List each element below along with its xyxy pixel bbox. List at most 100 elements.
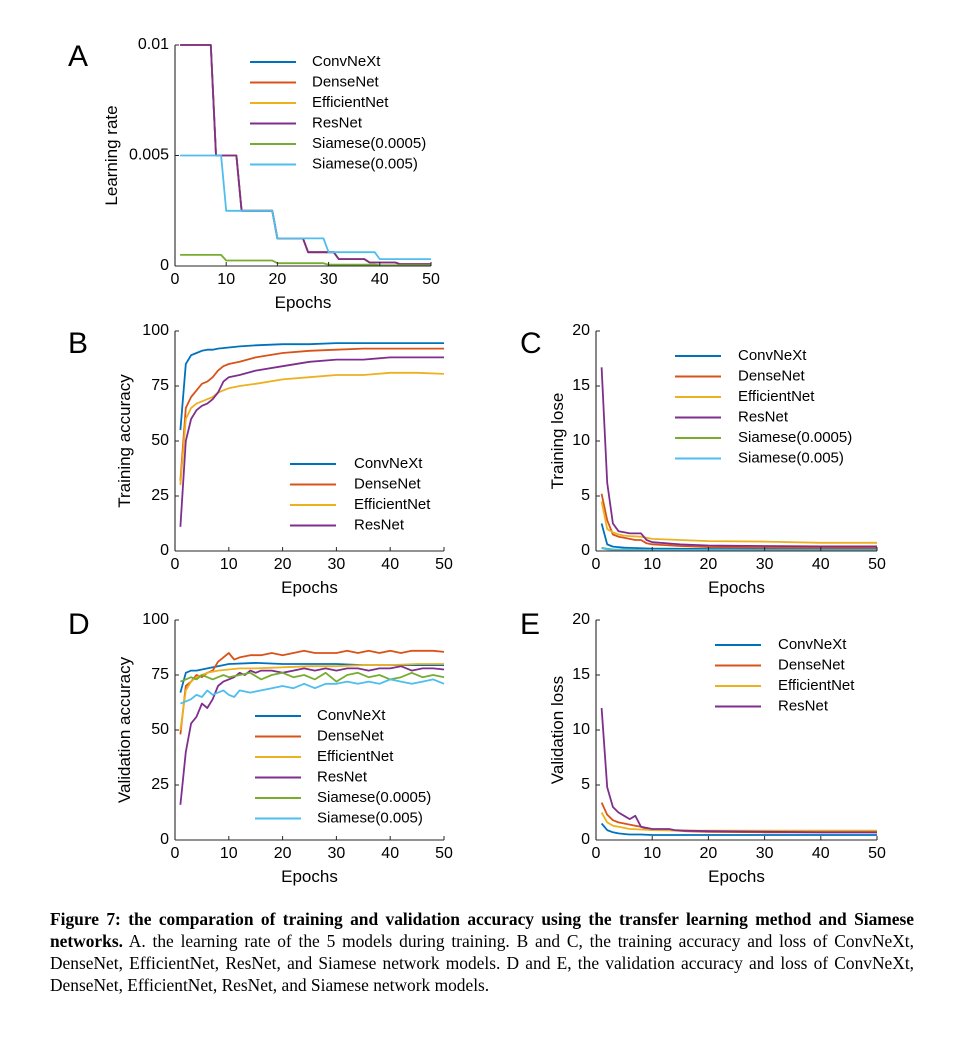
panel-b-x-tick-label: 30: [328, 556, 346, 573]
legend-label-efficientnet: EfficientNet: [312, 94, 389, 111]
panel-c-x-label: Epochs: [708, 578, 765, 597]
panel-e-y-label: Validation loss: [548, 676, 567, 784]
panel-c-x-tick-label: 50: [868, 556, 886, 573]
panel-b-y-tick-label: 25: [151, 487, 169, 504]
panel-e: E 0 10 20 30 40 50 0 5 10 15 20 Epochs Validation los…: [520, 608, 886, 886]
panel-e-x-label: Epochs: [708, 867, 765, 886]
legend-label-resnet: ResNet: [778, 697, 829, 714]
panel-b-x-tick-label: 20: [274, 556, 292, 573]
panel-a-x-tick-label: 50: [422, 271, 440, 288]
legend-label-resnet: ResNet: [354, 516, 405, 533]
legend-label-densenet: DenseNet: [354, 475, 422, 492]
panel-d: D 0 10 20 30 40 50 0 25 50 75 100 Epochs Validation a…: [68, 608, 453, 886]
panel-d-x-label: Epochs: [281, 867, 338, 886]
panel-d-y-tick-label: 75: [151, 666, 169, 683]
panel-e-x-tick-label: 40: [812, 845, 830, 862]
caption-body: A. the learning rate of the 5 models dur…: [50, 931, 914, 995]
panel-c-y-tick-label: 0: [581, 542, 590, 559]
panel-b-x-label: Epochs: [281, 578, 338, 597]
panel-d-x-tick-label: 30: [328, 845, 346, 862]
legend-label-densenet: DenseNet: [312, 73, 380, 90]
panel-d-y-tick-label: 50: [151, 721, 169, 738]
panel-b-series-densenet: [179, 347, 444, 481]
panel-d-x-tick-label: 10: [220, 845, 238, 862]
panel-e-y-tick-label: 0: [581, 831, 590, 848]
panel-d-series-siamese-0-005: [180, 678, 445, 705]
panel-b-letter: B: [68, 327, 88, 360]
panel-b-x-tick-label: 10: [220, 556, 238, 573]
panel-c-x-tick-label: 40: [812, 556, 830, 573]
panel-d-series-resnet: [179, 665, 445, 805]
panel-a-series-resnet: [180, 44, 431, 266]
panel-b-y-tick-label: 50: [151, 432, 169, 449]
legend-label-convnext: ConvNeXt: [778, 636, 847, 653]
panel-d-x-tick-label: 20: [274, 845, 292, 862]
panel-c-y-tick-label: 5: [581, 487, 590, 504]
legend-label-convnext: ConvNeXt: [354, 455, 423, 472]
panel-d-series-siamese-0-0005: [180, 671, 445, 683]
panel-a-y-tick-label: 0.005: [129, 147, 169, 164]
panel-a-y-tick-label: 0.01: [138, 36, 169, 53]
panel-c-x-tick-label: 10: [643, 556, 661, 573]
panel-b: B 0 10 20 30 40 50 0 25 50 75 100 Epochs Training acc…: [68, 322, 453, 597]
panel-e-y-tick-label: 15: [572, 666, 590, 683]
panel-b-series-efficientnet: [179, 371, 445, 486]
panel-c-y-tick-label: 20: [572, 322, 590, 339]
panel-e-x-tick-label: 50: [868, 845, 886, 862]
panel-d-y-tick-label: 0: [160, 831, 169, 848]
panel-e-x-tick-label: 0: [592, 845, 601, 862]
panel-c-letter: C: [520, 327, 542, 360]
panel-c-series-efficientnet: [600, 501, 877, 544]
panel-c-x-tick-label: 0: [592, 556, 601, 573]
panel-d-letter: D: [68, 608, 90, 641]
panel-e-letter: E: [520, 608, 540, 641]
panel-c-y-tick-label: 15: [572, 377, 590, 394]
panel-b-y-label: Training accuracy: [115, 374, 134, 508]
panel-a: A 0 10 20 30 40 50 0 0.005 0.01 Epochs Learning rat…: [68, 36, 440, 312]
panel-a-series-siamese-0-005: [180, 154, 431, 261]
panel-b-series-resnet: [179, 356, 444, 527]
panel-e-series-efficientnet: [600, 812, 877, 832]
panel-d-legend: ConvNeXt DenseNet EfficientNet ResNet Siames…: [255, 707, 431, 826]
panel-a-x-label: Epochs: [275, 293, 332, 312]
legend-label-densenet: DenseNet: [738, 367, 806, 384]
legend-label-siamese-0-005: Siamese(0.005): [312, 155, 418, 172]
panel-d-y-label: Validation accuracy: [115, 656, 134, 803]
panel-a-legend: ConvNeXt DenseNet EfficientNet ResNet Siames…: [250, 53, 426, 172]
panel-c-series-resnet: [600, 367, 877, 548]
panel-a-x-tick-label: 30: [320, 271, 338, 288]
panel-c-x-tick-label: 30: [756, 556, 774, 573]
panel-e-x-tick-label: 30: [756, 845, 774, 862]
panel-c-series-densenet: [600, 493, 877, 549]
panel-a-x-tick-label: 20: [269, 271, 287, 288]
panel-e-y-tick-label: 20: [572, 611, 590, 628]
panel-c: C 0 10 20 30 40 50 0 5 10 15 20 Epochs Training lose C…: [520, 322, 886, 597]
panel-d-x-tick-label: 40: [381, 845, 399, 862]
panel-b-y-tick-label: 75: [151, 377, 169, 394]
panel-e-y-tick-label: 10: [572, 721, 590, 738]
panel-b-y-tick-label: 100: [142, 322, 169, 339]
panel-a-x-tick-label: 40: [371, 271, 389, 288]
panel-b-x-tick-label: 0: [171, 556, 180, 573]
legend-label-siamese-0-0005: Siamese(0.0005): [738, 429, 852, 446]
legend-label-siamese-0-0005: Siamese(0.0005): [317, 789, 431, 806]
panel-e-x-tick-label: 10: [643, 845, 661, 862]
legend-label-convnext: ConvNeXt: [312, 53, 381, 70]
panel-a-series-siamese-0-0005: [180, 253, 431, 267]
panel-a-letter: A: [68, 40, 88, 73]
panel-e-legend: ConvNeXt DenseNet EfficientNet ResNet: [715, 636, 855, 714]
legend-label-efficientnet: EfficientNet: [778, 677, 855, 694]
panel-e-series-convnext: [600, 822, 877, 836]
figure-caption: Figure 7: the comparation of training an…: [50, 908, 914, 996]
legend-label-resnet: ResNet: [312, 114, 363, 131]
panel-b-x-tick-label: 40: [381, 556, 399, 573]
legend-label-efficientnet: EfficientNet: [354, 496, 431, 513]
legend-label-convnext: ConvNeXt: [738, 347, 807, 364]
legend-label-siamese-0-005: Siamese(0.005): [317, 809, 423, 826]
panel-c-legend: ConvNeXt DenseNet EfficientNet ResNet Siames…: [675, 347, 852, 466]
panel-b-x-tick-label: 50: [435, 556, 453, 573]
panel-a-x-tick-label: 0: [171, 271, 180, 288]
legend-label-efficientnet: EfficientNet: [738, 388, 815, 405]
panel-e-x-tick-label: 20: [700, 845, 718, 862]
